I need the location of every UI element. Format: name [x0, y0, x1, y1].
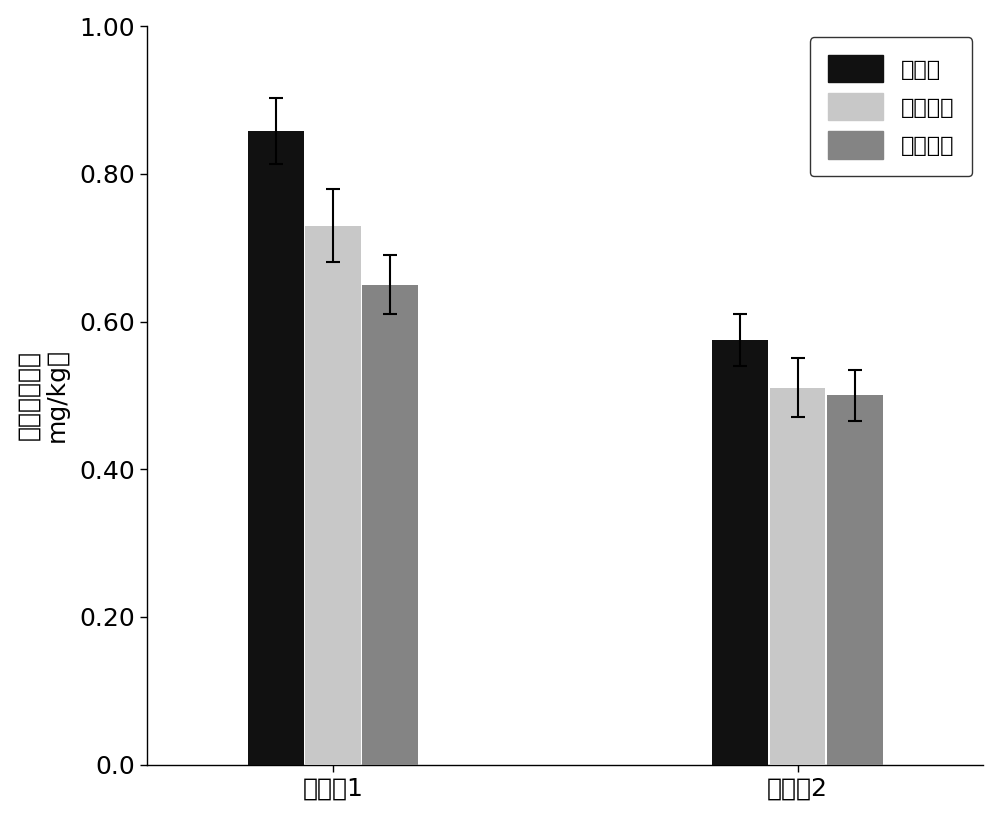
Bar: [362, 284, 418, 765]
Bar: [827, 395, 883, 765]
Bar: [770, 388, 825, 765]
Bar: [712, 340, 768, 765]
Y-axis label: 土壤镉含量（
mg/kg）: 土壤镉含量（ mg/kg）: [17, 348, 68, 442]
Legend: 种植前, 油菜收获, 水稻收获: 种植前, 油菜收获, 水稻收获: [810, 38, 972, 176]
Bar: [305, 225, 361, 765]
Bar: [248, 131, 304, 765]
